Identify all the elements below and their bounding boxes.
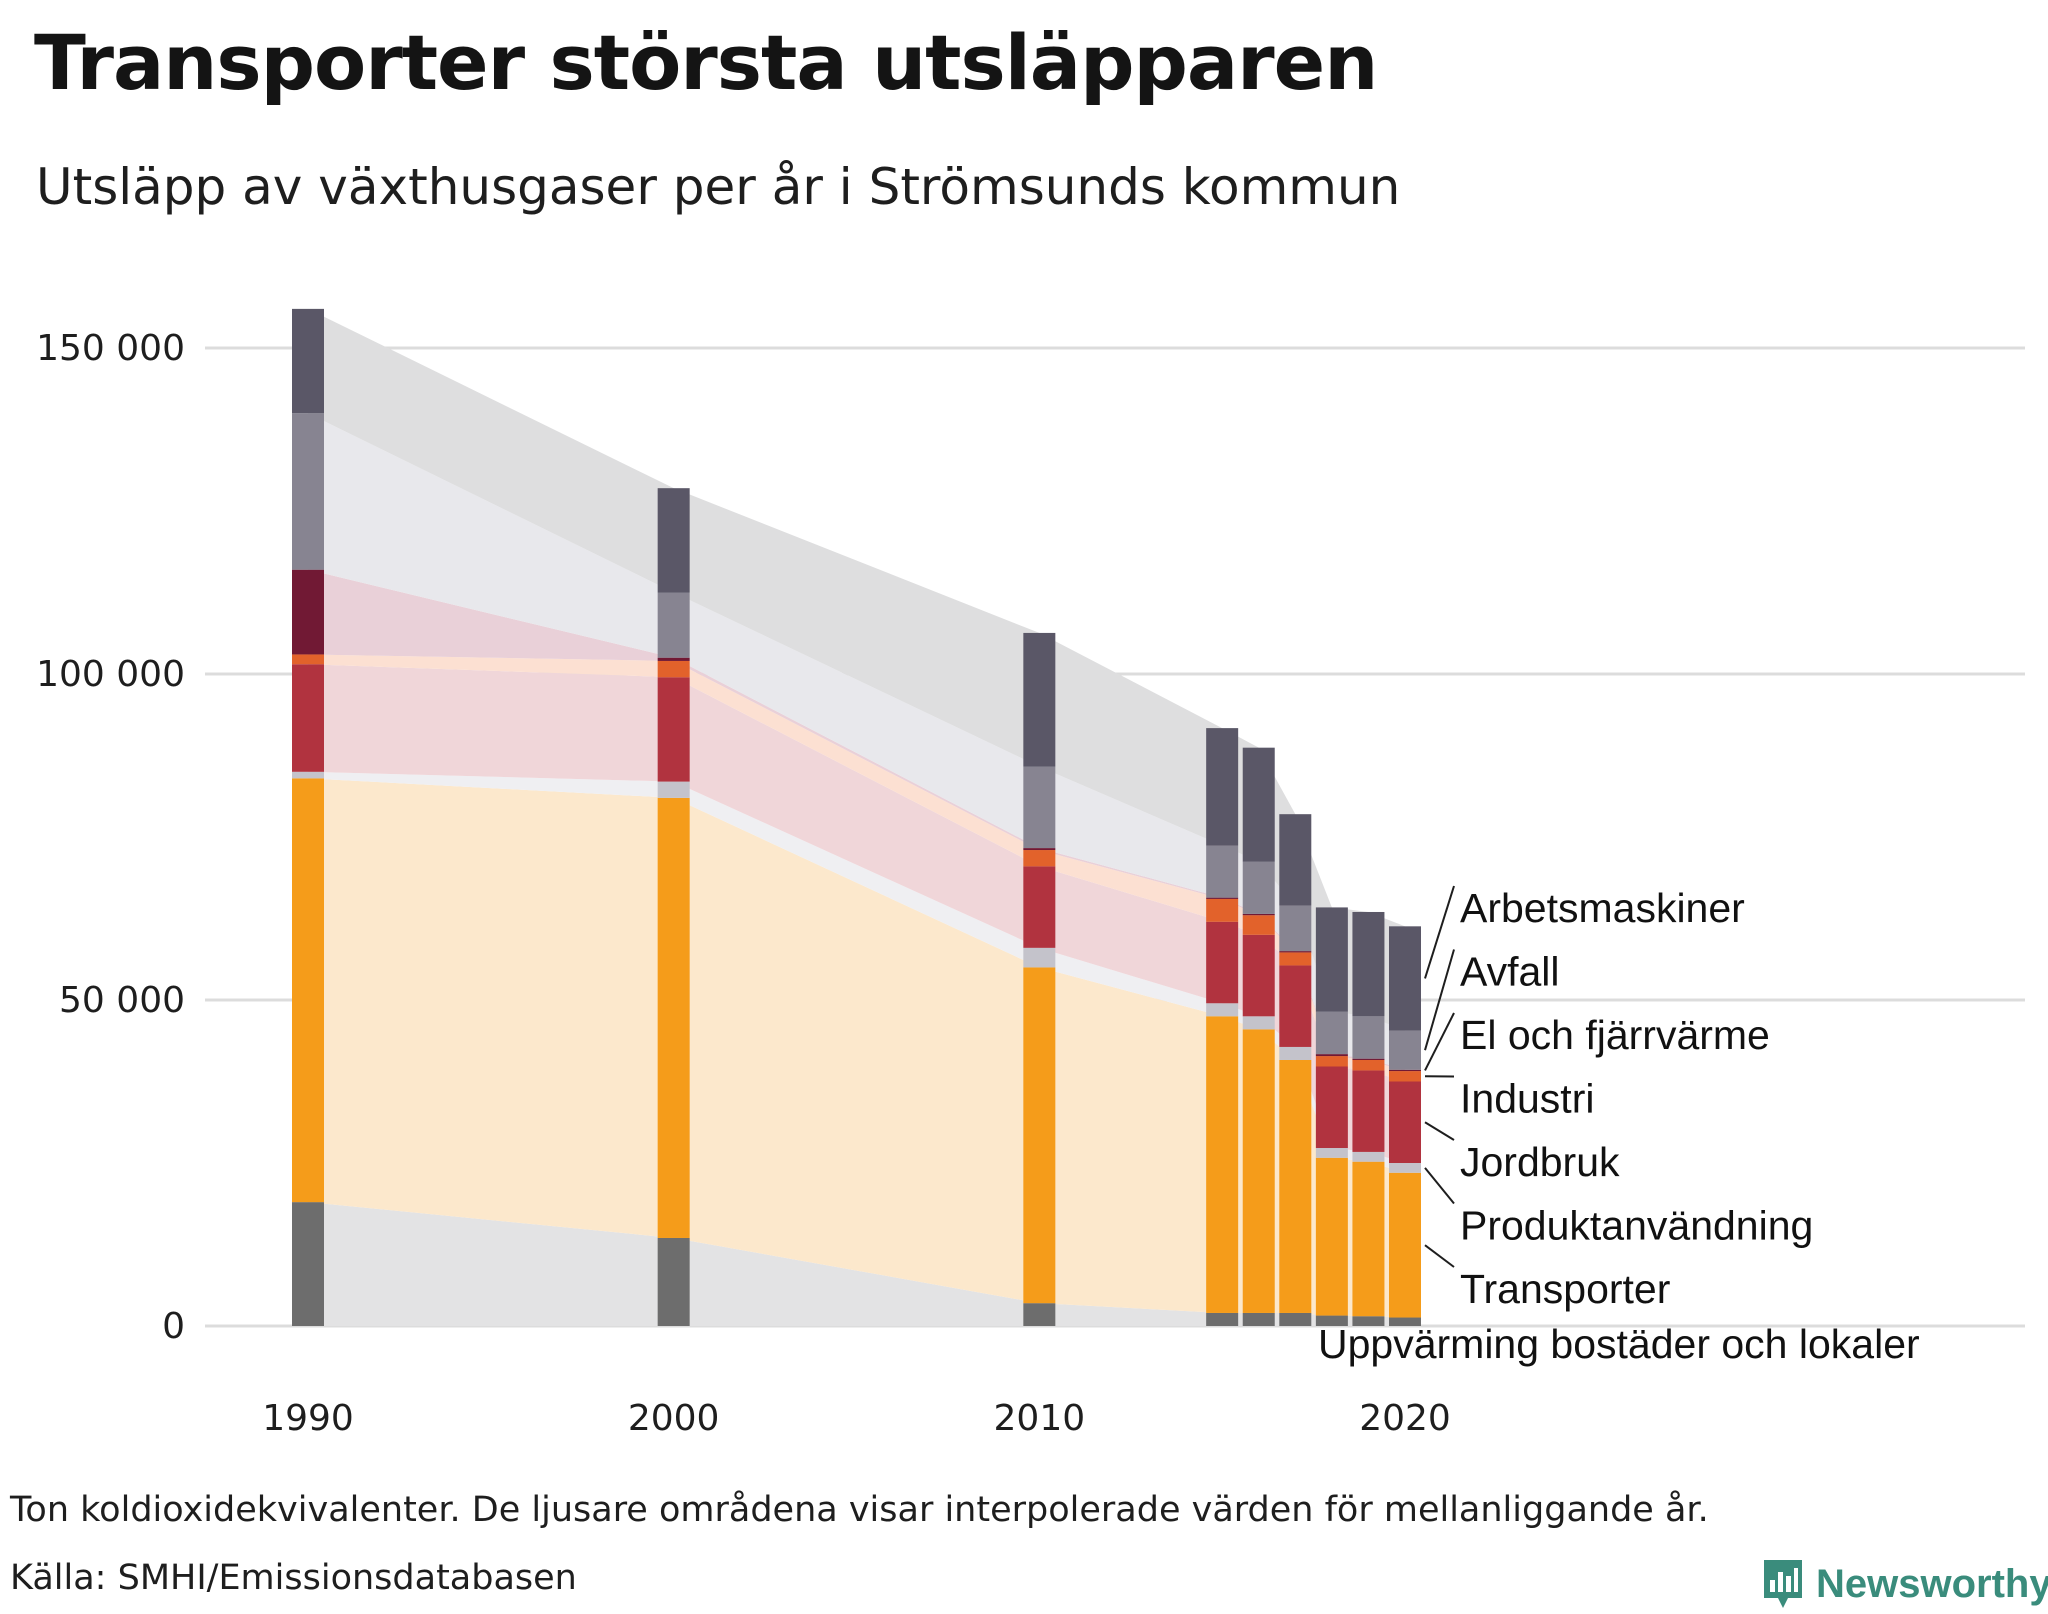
y-tick-label: 0 <box>162 1306 185 1347</box>
series-label: Avfall <box>1460 949 1560 995</box>
bar-segment <box>1279 814 1311 905</box>
bar-segment <box>1352 1162 1384 1317</box>
bar-segment <box>1023 850 1055 866</box>
bar-segment <box>1389 1070 1421 1071</box>
bar-segment <box>1243 1016 1275 1029</box>
bar-segment <box>1389 1071 1421 1081</box>
bar-segment <box>1389 926 1421 1030</box>
bar-segment <box>1023 866 1055 948</box>
bar-segment <box>1023 967 1055 1303</box>
bar-segment <box>658 488 690 592</box>
source-note: Källa: SMHI/Emissionsdatabasen <box>10 1558 577 1598</box>
interpolated-areas <box>308 309 1405 1326</box>
bar-segment <box>1316 907 1348 1011</box>
y-tick-label: 150 000 <box>36 328 185 369</box>
series-label: Transporter <box>1460 1266 1670 1312</box>
bar-segment <box>1316 1067 1348 1149</box>
bar-segment <box>658 593 690 658</box>
bar-segment <box>1352 1059 1384 1060</box>
bar-segment <box>1206 922 1238 1004</box>
newsworthy-icon <box>1760 1556 1806 1612</box>
bar-segment <box>1243 915 1275 935</box>
bar-segment <box>1279 905 1311 951</box>
bar-segment <box>1352 912 1384 1016</box>
bar-segment <box>658 661 690 677</box>
stacked-bar-chart: 0 50 000 100 000 150 000 1990 2000 2010 2020 Ar… <box>0 0 2048 1480</box>
bar-segment <box>1023 1303 1055 1326</box>
bar-segment <box>292 778 324 1202</box>
bar-segment <box>1389 1031 1421 1070</box>
series-label: Industri <box>1460 1076 1594 1122</box>
bar-segment <box>1243 935 1275 1017</box>
bar-segment <box>1023 948 1055 968</box>
y-tick-label: 50 000 <box>59 980 185 1021</box>
x-tick-label: 2010 <box>994 1398 1086 1439</box>
bar-segment <box>1316 1054 1348 1056</box>
bar-segment <box>1206 1016 1238 1313</box>
bar-segment <box>1206 728 1238 845</box>
bar-segment <box>1023 633 1055 767</box>
bar-segment <box>1316 1056 1348 1066</box>
x-tick-label: 1990 <box>262 1398 354 1439</box>
bar-segment <box>1352 1152 1384 1162</box>
bar-segment <box>1279 965 1311 1047</box>
x-tick-label: 2000 <box>628 1398 720 1439</box>
bar-segment <box>1279 1047 1311 1060</box>
bar-segment <box>292 1202 324 1326</box>
bar-segment <box>1243 914 1275 915</box>
bar-segment <box>1206 899 1238 922</box>
bar-segment <box>292 570 324 655</box>
bar-segment <box>1279 1060 1311 1313</box>
bar-segment <box>1206 1313 1238 1326</box>
bar-segment <box>1279 951 1311 952</box>
bar-segment <box>1243 1313 1275 1326</box>
bar-segment <box>658 658 690 661</box>
series-label: Arbetsmaskiner <box>1460 885 1745 931</box>
x-tick-label: 2020 <box>1359 1398 1451 1439</box>
bar-segment <box>1023 767 1055 849</box>
bar-segment <box>1352 1070 1384 1152</box>
bar-segment <box>658 1238 690 1326</box>
bar-segment <box>1243 862 1275 914</box>
leader-line <box>1425 1168 1454 1204</box>
leader-line <box>1425 1122 1454 1140</box>
brand-logo: Newsworthy <box>1760 1554 2048 1614</box>
bar-segment <box>1206 845 1238 897</box>
bar-segment <box>1352 1016 1384 1058</box>
bar-segment <box>1279 1313 1311 1326</box>
bar-segment <box>1389 1163 1421 1173</box>
bar-segment <box>1389 1173 1421 1318</box>
bar-segment <box>658 798 690 1238</box>
series-label: Uppvärming bostäder och lokaler <box>1318 1321 1920 1367</box>
series-label: El och fjärrvärme <box>1460 1012 1770 1058</box>
bar-segment <box>658 782 690 798</box>
bar-segment <box>1243 748 1275 862</box>
bar-segment <box>1243 1029 1275 1313</box>
bar-segment <box>1279 952 1311 965</box>
series-label: Jordbruk <box>1460 1139 1620 1185</box>
leader-line <box>1425 1013 1454 1070</box>
bar-segment <box>292 664 324 772</box>
y-tick-label: 100 000 <box>36 654 185 695</box>
series-label: Produktanvändning <box>1460 1203 1813 1249</box>
bar-segment <box>292 772 324 779</box>
bar-segment <box>292 413 324 569</box>
bar-segment <box>1316 1012 1348 1054</box>
bar-segment <box>1206 1003 1238 1016</box>
bar-segment <box>1316 1158 1348 1316</box>
bar-segment <box>1206 898 1238 899</box>
leader-line <box>1425 1245 1454 1267</box>
bar-segment <box>1389 1082 1421 1164</box>
footnote: Ton koldioxidekvivalenter. De ljusare om… <box>10 1490 1709 1530</box>
bar-segment <box>658 677 690 781</box>
bar-segment <box>292 654 324 664</box>
bar-segment <box>292 309 324 413</box>
bar-segment <box>1316 1148 1348 1158</box>
bar-segment <box>1023 848 1055 850</box>
bar-segment <box>1352 1060 1384 1070</box>
